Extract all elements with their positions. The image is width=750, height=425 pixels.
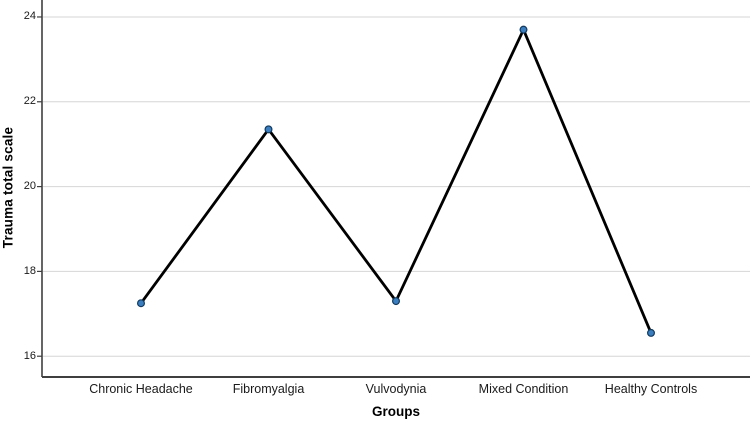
x-category-label: Chronic Headache bbox=[89, 382, 193, 396]
data-point-marker bbox=[137, 299, 146, 308]
y-tick-label: 22 bbox=[23, 95, 36, 108]
y-tick-label: 16 bbox=[23, 349, 36, 362]
y-tick-label: 24 bbox=[23, 10, 36, 23]
x-category-label: Mixed Condition bbox=[478, 382, 569, 396]
data-point-marker bbox=[264, 125, 273, 134]
x-category-label: Fibromyalgia bbox=[232, 382, 305, 396]
series-line bbox=[139, 26, 653, 334]
data-point-marker bbox=[392, 297, 401, 306]
y-tick-label: 20 bbox=[23, 180, 36, 193]
x-category-label: Vulvodynia bbox=[365, 382, 427, 396]
x-axis-title: Groups bbox=[371, 404, 420, 419]
y-tick-label: 18 bbox=[23, 264, 36, 277]
data-point-marker bbox=[646, 328, 655, 337]
data-point-marker bbox=[519, 25, 528, 34]
x-category-label: Healthy Controls bbox=[604, 382, 698, 396]
